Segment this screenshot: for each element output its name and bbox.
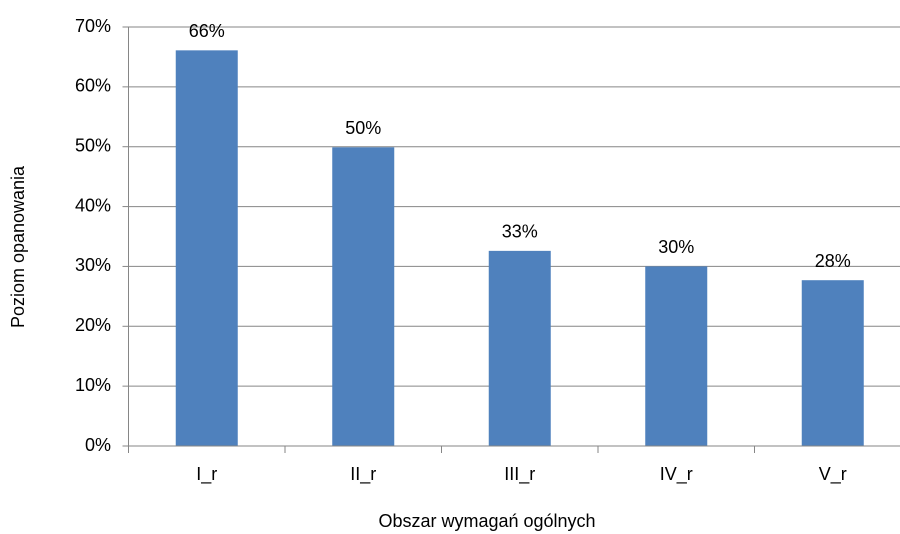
y-tick-label: 30%: [75, 255, 111, 275]
data-label: 50%: [345, 118, 381, 138]
data-label: 30%: [658, 237, 694, 257]
bar: [332, 147, 395, 446]
bar: [801, 280, 864, 446]
y-axis-title: Poziom opanowania: [8, 165, 28, 328]
x-tick-label: IV_r: [660, 464, 693, 485]
y-tick-label: 10%: [75, 375, 111, 395]
x-tick-label: II_r: [350, 464, 376, 485]
y-tick-label: 40%: [75, 195, 111, 215]
bar: [175, 50, 238, 446]
data-label: 28%: [815, 251, 851, 271]
bar: [645, 266, 708, 446]
y-tick-label: 20%: [75, 315, 111, 335]
x-tick-label: V_r: [819, 464, 847, 485]
y-tick-label: 50%: [75, 135, 111, 155]
bar: [488, 250, 551, 446]
y-tick-label: 0%: [85, 435, 111, 455]
x-tick-label: I_r: [196, 464, 217, 485]
data-label: 33%: [502, 222, 538, 242]
x-axis-title: Obszar wymagań ogólnych: [378, 511, 595, 531]
x-tick-label: III_r: [504, 464, 535, 485]
y-tick-label: 60%: [75, 76, 111, 96]
data-label: 66%: [189, 21, 225, 41]
y-tick-label: 70%: [75, 16, 111, 36]
